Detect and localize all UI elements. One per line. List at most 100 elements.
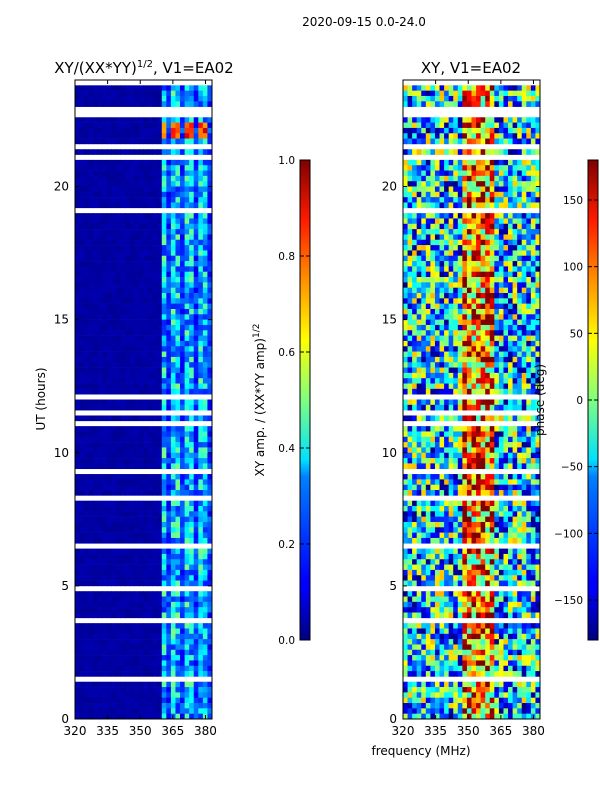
heatmap-cell <box>88 133 94 139</box>
heatmap-cell <box>207 506 212 512</box>
heatmap-cell <box>444 356 450 363</box>
heatmap-cell <box>152 559 158 565</box>
heatmap-cell <box>466 277 472 283</box>
heatmap-cell <box>106 644 112 651</box>
heatmap-cell <box>93 474 99 480</box>
heatmap-cell <box>157 548 163 555</box>
heatmap-cell <box>175 367 181 374</box>
heatmap-cell <box>148 591 154 597</box>
heatmap-cell <box>175 250 181 257</box>
heatmap-cell <box>407 122 413 129</box>
heatmap-cell <box>106 95 112 102</box>
heatmap-cell <box>202 335 208 342</box>
heatmap-cell <box>166 314 172 320</box>
y-tick-label: 20 <box>54 180 69 194</box>
heatmap-cell <box>453 303 459 310</box>
heatmap-cell <box>106 506 112 512</box>
heatmap-cell <box>198 687 204 693</box>
heatmap-cell <box>453 202 459 209</box>
heatmap-cell <box>193 175 199 182</box>
heatmap-cell <box>421 234 427 241</box>
heatmap-cell <box>425 165 431 171</box>
heatmap-cell <box>530 340 536 347</box>
heatmap-cell <box>412 431 418 438</box>
heatmap-cell <box>106 388 112 395</box>
heatmap-cell <box>453 175 459 182</box>
heatmap-cell <box>407 127 413 134</box>
heatmap-cell <box>412 202 418 209</box>
heatmap-cell <box>189 553 195 560</box>
heatmap-cell <box>134 239 140 246</box>
heatmap-cell <box>93 564 99 571</box>
heatmap-cell <box>116 671 122 677</box>
heatmap-cell <box>471 388 477 395</box>
heatmap-cell <box>521 431 527 438</box>
heatmap-cell <box>444 261 450 267</box>
heatmap-cell <box>189 383 195 390</box>
heatmap-cell <box>416 229 422 235</box>
heatmap-cell <box>180 458 185 464</box>
heatmap-cell <box>84 255 90 262</box>
heatmap-cell <box>125 287 131 294</box>
heatmap-cell <box>125 340 131 347</box>
heatmap-cell <box>508 261 513 267</box>
heatmap-cell <box>84 436 90 443</box>
heatmap-cell <box>138 234 144 241</box>
heatmap-cell <box>111 383 117 390</box>
heatmap-cell <box>180 213 185 219</box>
heatmap-cell <box>530 170 536 177</box>
heatmap-cell <box>175 85 181 91</box>
heatmap-cell <box>120 383 126 390</box>
heatmap-cell <box>403 287 408 294</box>
heatmap-cell <box>503 261 509 267</box>
heatmap-cell <box>129 372 135 379</box>
heatmap-cell <box>106 362 112 368</box>
heatmap-cell <box>471 117 477 123</box>
heatmap-cell <box>120 649 126 656</box>
heatmap-cell <box>198 372 204 379</box>
heatmap-cell <box>129 271 135 278</box>
heatmap-cell <box>134 452 140 459</box>
heatmap-cell <box>471 229 477 235</box>
heatmap-cell <box>111 340 117 347</box>
heatmap-cell <box>93 90 99 97</box>
heatmap-cell <box>184 90 190 97</box>
heatmap-cell <box>193 500 199 507</box>
heatmap-cell <box>93 575 99 581</box>
heatmap-cell <box>184 548 190 555</box>
heatmap-cell <box>512 218 518 225</box>
heatmap-cell <box>157 660 163 667</box>
heatmap-cell <box>93 165 99 171</box>
heatmap-cell <box>175 516 181 523</box>
heatmap-cell <box>111 687 117 693</box>
heatmap-cell <box>430 277 436 283</box>
heatmap-cell <box>75 458 80 464</box>
heatmap-cell <box>129 367 135 374</box>
heatmap-cell <box>129 186 135 193</box>
heatmap-cell <box>84 261 90 267</box>
heatmap-cell <box>476 436 482 443</box>
heatmap-cell <box>138 308 144 315</box>
heatmap-cell <box>93 293 99 299</box>
heatmap-cell <box>166 372 172 379</box>
heatmap-cell <box>189 117 195 123</box>
heatmap-cell <box>430 218 436 225</box>
heatmap-cell <box>466 175 472 182</box>
heatmap-cell <box>148 90 154 97</box>
heatmap-cell <box>116 229 122 235</box>
heatmap-cell <box>184 356 190 363</box>
heatmap-cell <box>93 607 99 613</box>
heatmap-cell <box>498 426 504 432</box>
heatmap-cell <box>116 95 122 102</box>
heatmap-cell <box>189 601 195 608</box>
heatmap-cell <box>129 506 135 512</box>
heatmap-cell <box>193 399 199 406</box>
heatmap-cell <box>134 399 140 406</box>
heatmap-cell <box>407 90 413 97</box>
heatmap-cell <box>517 133 523 139</box>
heatmap-cell <box>84 591 90 597</box>
heatmap-cell <box>448 213 454 219</box>
heatmap-cell <box>111 671 117 677</box>
heatmap-cell <box>198 553 204 560</box>
heatmap-cell <box>535 117 540 123</box>
